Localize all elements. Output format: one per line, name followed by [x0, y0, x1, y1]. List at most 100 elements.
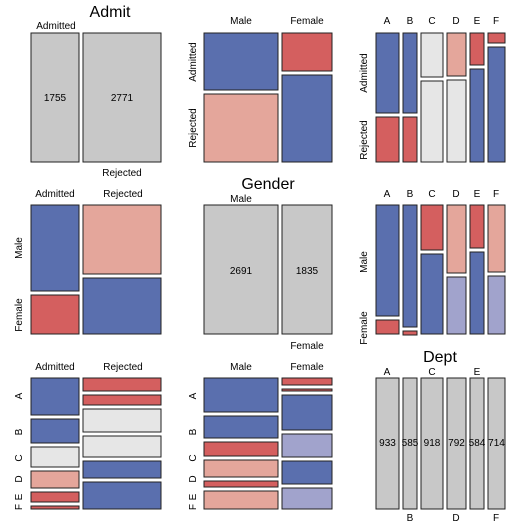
- tile-admitted-a: [30, 377, 80, 416]
- dept-col-label-4: E: [474, 16, 481, 27]
- tile-dept-a-male: [375, 204, 400, 317]
- dept-cell-e: [469, 377, 485, 510]
- admit-top-label: Admitted: [36, 21, 75, 32]
- tile-admitted-female: [30, 294, 80, 335]
- tile-female-rejected: [281, 74, 333, 163]
- col-label-female: Female: [290, 362, 324, 373]
- tile-dept-d-rejected: [446, 79, 467, 163]
- gender-count-female: 1835: [296, 266, 319, 277]
- dept-col-label-1: B: [407, 16, 414, 27]
- admit-bottom-label: Rejected: [102, 168, 141, 179]
- row-label-dept-0: A: [188, 392, 199, 399]
- labels-layer: 1755 2771 Admit Admitted Rejected Male Female A…: [14, 4, 505, 524]
- tile-dept-d-female: [446, 276, 467, 335]
- gender-bottom-label: Female: [290, 341, 324, 352]
- row-label-dept-0: A: [14, 392, 25, 399]
- col-label-male: Male: [230, 362, 252, 373]
- row-label-male: Male: [14, 237, 25, 259]
- tile-male-a: [203, 377, 279, 413]
- row-label-dept-5: F: [14, 504, 25, 510]
- tile-dept-b-female: [402, 330, 418, 336]
- tile-female-c: [281, 394, 333, 431]
- dept-title: Dept: [423, 349, 457, 366]
- gender-cell-male: [203, 204, 279, 335]
- tile-dept-f-male: [487, 204, 506, 273]
- gender-count-male: 2691: [230, 266, 253, 277]
- row-label-admitted: Admitted: [359, 53, 370, 92]
- tile-male-f: [203, 490, 279, 510]
- tile-dept-e-female: [469, 251, 485, 335]
- dept-bottom-label-3: D: [452, 513, 459, 524]
- tile-dept-e-rejected: [469, 68, 485, 163]
- tile-rejected-b: [82, 394, 162, 406]
- row-label-dept-2: C: [14, 454, 25, 461]
- dept-top-label-0: A: [384, 367, 391, 378]
- tile-dept-c-female: [420, 253, 444, 335]
- dept-col-label-3: D: [452, 189, 459, 200]
- tile-dept-f-female: [487, 275, 506, 335]
- tile-dept-d-admitted: [446, 32, 467, 77]
- tile-admitted-b: [30, 418, 80, 444]
- tile-rejected-a: [82, 377, 162, 392]
- col-label-rejected: Rejected: [103, 189, 142, 200]
- dept-top-label-4: E: [474, 367, 481, 378]
- dept-col-label-2: C: [428, 189, 435, 200]
- tile-dept-b-admitted: [402, 32, 418, 114]
- tile-female-admitted: [281, 32, 333, 72]
- tile-dept-a-female: [375, 319, 400, 335]
- col-label-female: Female: [290, 16, 324, 27]
- tile-dept-f-admitted: [487, 32, 506, 44]
- dept-col-label-0: A: [384, 189, 391, 200]
- dept-col-label-0: A: [384, 16, 391, 27]
- tile-admitted-e: [30, 491, 80, 503]
- dept-col-label-4: E: [474, 189, 481, 200]
- dept-count-f: 714: [488, 438, 505, 449]
- tile-dept-a-rejected: [375, 116, 400, 163]
- dept-count-c: 918: [424, 438, 441, 449]
- col-label-admitted: Admitted: [35, 362, 74, 373]
- row-label-dept-4: E: [14, 493, 25, 500]
- gender-top-label: Male: [230, 194, 252, 205]
- tile-dept-b-male: [402, 204, 418, 328]
- gender-title: Gender: [241, 176, 295, 193]
- dept-count-a: 933: [379, 438, 396, 449]
- tile-dept-a-admitted: [375, 32, 400, 114]
- row-label-male: Male: [359, 251, 370, 273]
- dept-cell-b: [402, 377, 418, 510]
- dept-count-d: 792: [448, 438, 465, 449]
- tile-female-f: [281, 487, 333, 510]
- admit-cell-rejected: [82, 32, 162, 163]
- tile-rejected-male: [82, 204, 162, 275]
- row-label-dept-3: D: [14, 475, 25, 482]
- row-label-dept-1: B: [188, 428, 199, 435]
- dept-bottom-label-5: F: [493, 513, 499, 524]
- dept-col-label-2: C: [428, 16, 435, 27]
- row-label-dept-1: B: [14, 428, 25, 435]
- tile-male-rejected: [203, 93, 279, 163]
- tile-female-b: [281, 388, 333, 392]
- tile-dept-f-rejected: [487, 46, 506, 163]
- dept-col-label-5: F: [493, 16, 499, 27]
- col-label-male: Male: [230, 16, 252, 27]
- tile-dept-d-male: [446, 204, 467, 274]
- tile-dept-e-male: [469, 204, 485, 249]
- row-label-female: Female: [359, 311, 370, 345]
- gender-cell-female: [281, 204, 333, 335]
- admit-title: Admit: [90, 4, 131, 21]
- dept-count-e: 584: [469, 438, 486, 449]
- col-label-rejected: Rejected: [103, 362, 142, 373]
- admit-count-admitted: 1755: [44, 93, 67, 104]
- tile-admitted-male: [30, 204, 80, 292]
- dept-col-label-5: F: [493, 189, 499, 200]
- tile-admitted-d: [30, 470, 80, 489]
- tile-male-admitted: [203, 32, 279, 91]
- row-label-admitted: Admitted: [188, 42, 199, 81]
- tile-dept-c-rejected: [420, 80, 444, 163]
- row-label-dept-3: D: [188, 475, 199, 482]
- tile-dept-b-rejected: [402, 116, 418, 163]
- tile-female-a: [281, 377, 333, 386]
- row-label-dept-2: C: [188, 454, 199, 461]
- dept-cell-f: [487, 377, 506, 510]
- row-label-dept-5: F: [188, 504, 199, 510]
- tile-admitted-f: [30, 505, 80, 510]
